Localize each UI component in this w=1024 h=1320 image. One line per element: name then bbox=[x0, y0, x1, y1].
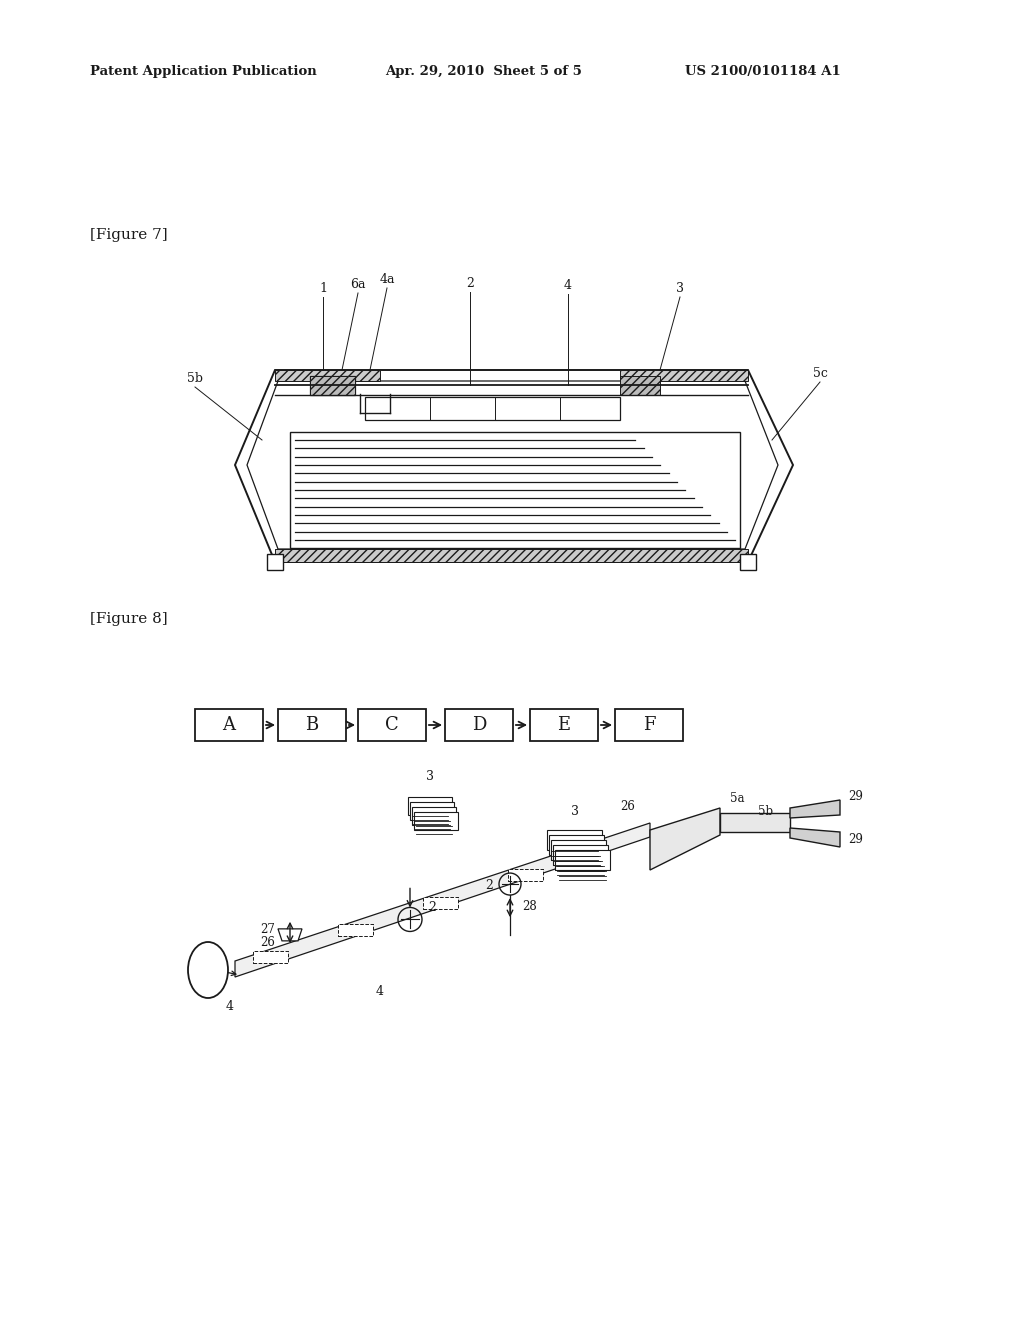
Text: 1: 1 bbox=[319, 282, 327, 294]
Polygon shape bbox=[278, 929, 302, 941]
Bar bbox=[553, 845, 608, 865]
Bar bbox=[445, 709, 513, 741]
Text: 5b: 5b bbox=[187, 372, 203, 385]
Bar bbox=[195, 709, 263, 741]
Bar bbox=[365, 397, 620, 420]
Text: 4a: 4a bbox=[379, 273, 394, 286]
Text: 29: 29 bbox=[848, 833, 863, 846]
Bar bbox=[555, 850, 610, 870]
Text: 4: 4 bbox=[226, 1001, 234, 1012]
Bar bbox=[551, 840, 606, 861]
Polygon shape bbox=[234, 822, 650, 977]
Bar bbox=[290, 432, 740, 548]
Bar bbox=[310, 376, 355, 395]
Text: 2: 2 bbox=[485, 879, 493, 892]
Text: 2: 2 bbox=[428, 902, 436, 915]
Bar bbox=[549, 836, 604, 855]
Text: [Figure 7]: [Figure 7] bbox=[90, 228, 168, 242]
Bar bbox=[423, 896, 458, 908]
Bar bbox=[414, 812, 458, 830]
Bar bbox=[740, 554, 756, 570]
Bar bbox=[410, 803, 454, 820]
Text: 6a: 6a bbox=[350, 279, 366, 290]
Bar bbox=[275, 370, 380, 381]
Bar bbox=[530, 709, 598, 741]
Text: 26: 26 bbox=[260, 936, 274, 949]
Bar bbox=[358, 709, 426, 741]
Text: 2: 2 bbox=[466, 277, 474, 290]
Text: 26: 26 bbox=[620, 800, 635, 813]
Text: 4: 4 bbox=[376, 985, 384, 998]
Text: C: C bbox=[385, 715, 399, 734]
Text: 5a: 5a bbox=[730, 792, 744, 805]
Bar bbox=[620, 376, 660, 395]
Text: 5b: 5b bbox=[758, 805, 773, 818]
Bar bbox=[720, 813, 790, 832]
Bar bbox=[615, 709, 683, 741]
Text: 27: 27 bbox=[260, 923, 274, 936]
Text: 3: 3 bbox=[571, 805, 579, 818]
Bar bbox=[267, 554, 283, 570]
Text: [Figure 8]: [Figure 8] bbox=[90, 612, 168, 626]
Bar bbox=[253, 952, 288, 964]
Text: 4: 4 bbox=[564, 279, 572, 292]
Bar bbox=[408, 797, 452, 814]
Text: A: A bbox=[222, 715, 236, 734]
Polygon shape bbox=[650, 808, 720, 870]
Polygon shape bbox=[790, 800, 840, 818]
Bar bbox=[508, 870, 543, 882]
Bar bbox=[620, 370, 748, 381]
Text: Patent Application Publication: Patent Application Publication bbox=[90, 65, 316, 78]
Text: 28: 28 bbox=[522, 900, 537, 913]
Polygon shape bbox=[790, 828, 840, 847]
Text: 5c: 5c bbox=[813, 367, 827, 380]
Text: US 2100/0101184 A1: US 2100/0101184 A1 bbox=[685, 65, 841, 78]
Bar bbox=[310, 376, 355, 395]
Bar bbox=[338, 924, 373, 936]
Bar bbox=[275, 549, 748, 562]
Text: E: E bbox=[557, 715, 570, 734]
Text: B: B bbox=[305, 715, 318, 734]
Text: 3: 3 bbox=[676, 282, 684, 294]
Bar bbox=[278, 709, 346, 741]
Bar bbox=[412, 807, 456, 825]
Text: 29: 29 bbox=[848, 789, 863, 803]
Text: D: D bbox=[472, 715, 486, 734]
Text: Apr. 29, 2010  Sheet 5 of 5: Apr. 29, 2010 Sheet 5 of 5 bbox=[385, 65, 582, 78]
Text: F: F bbox=[643, 715, 655, 734]
Bar bbox=[547, 830, 602, 850]
Text: 3: 3 bbox=[426, 770, 434, 783]
